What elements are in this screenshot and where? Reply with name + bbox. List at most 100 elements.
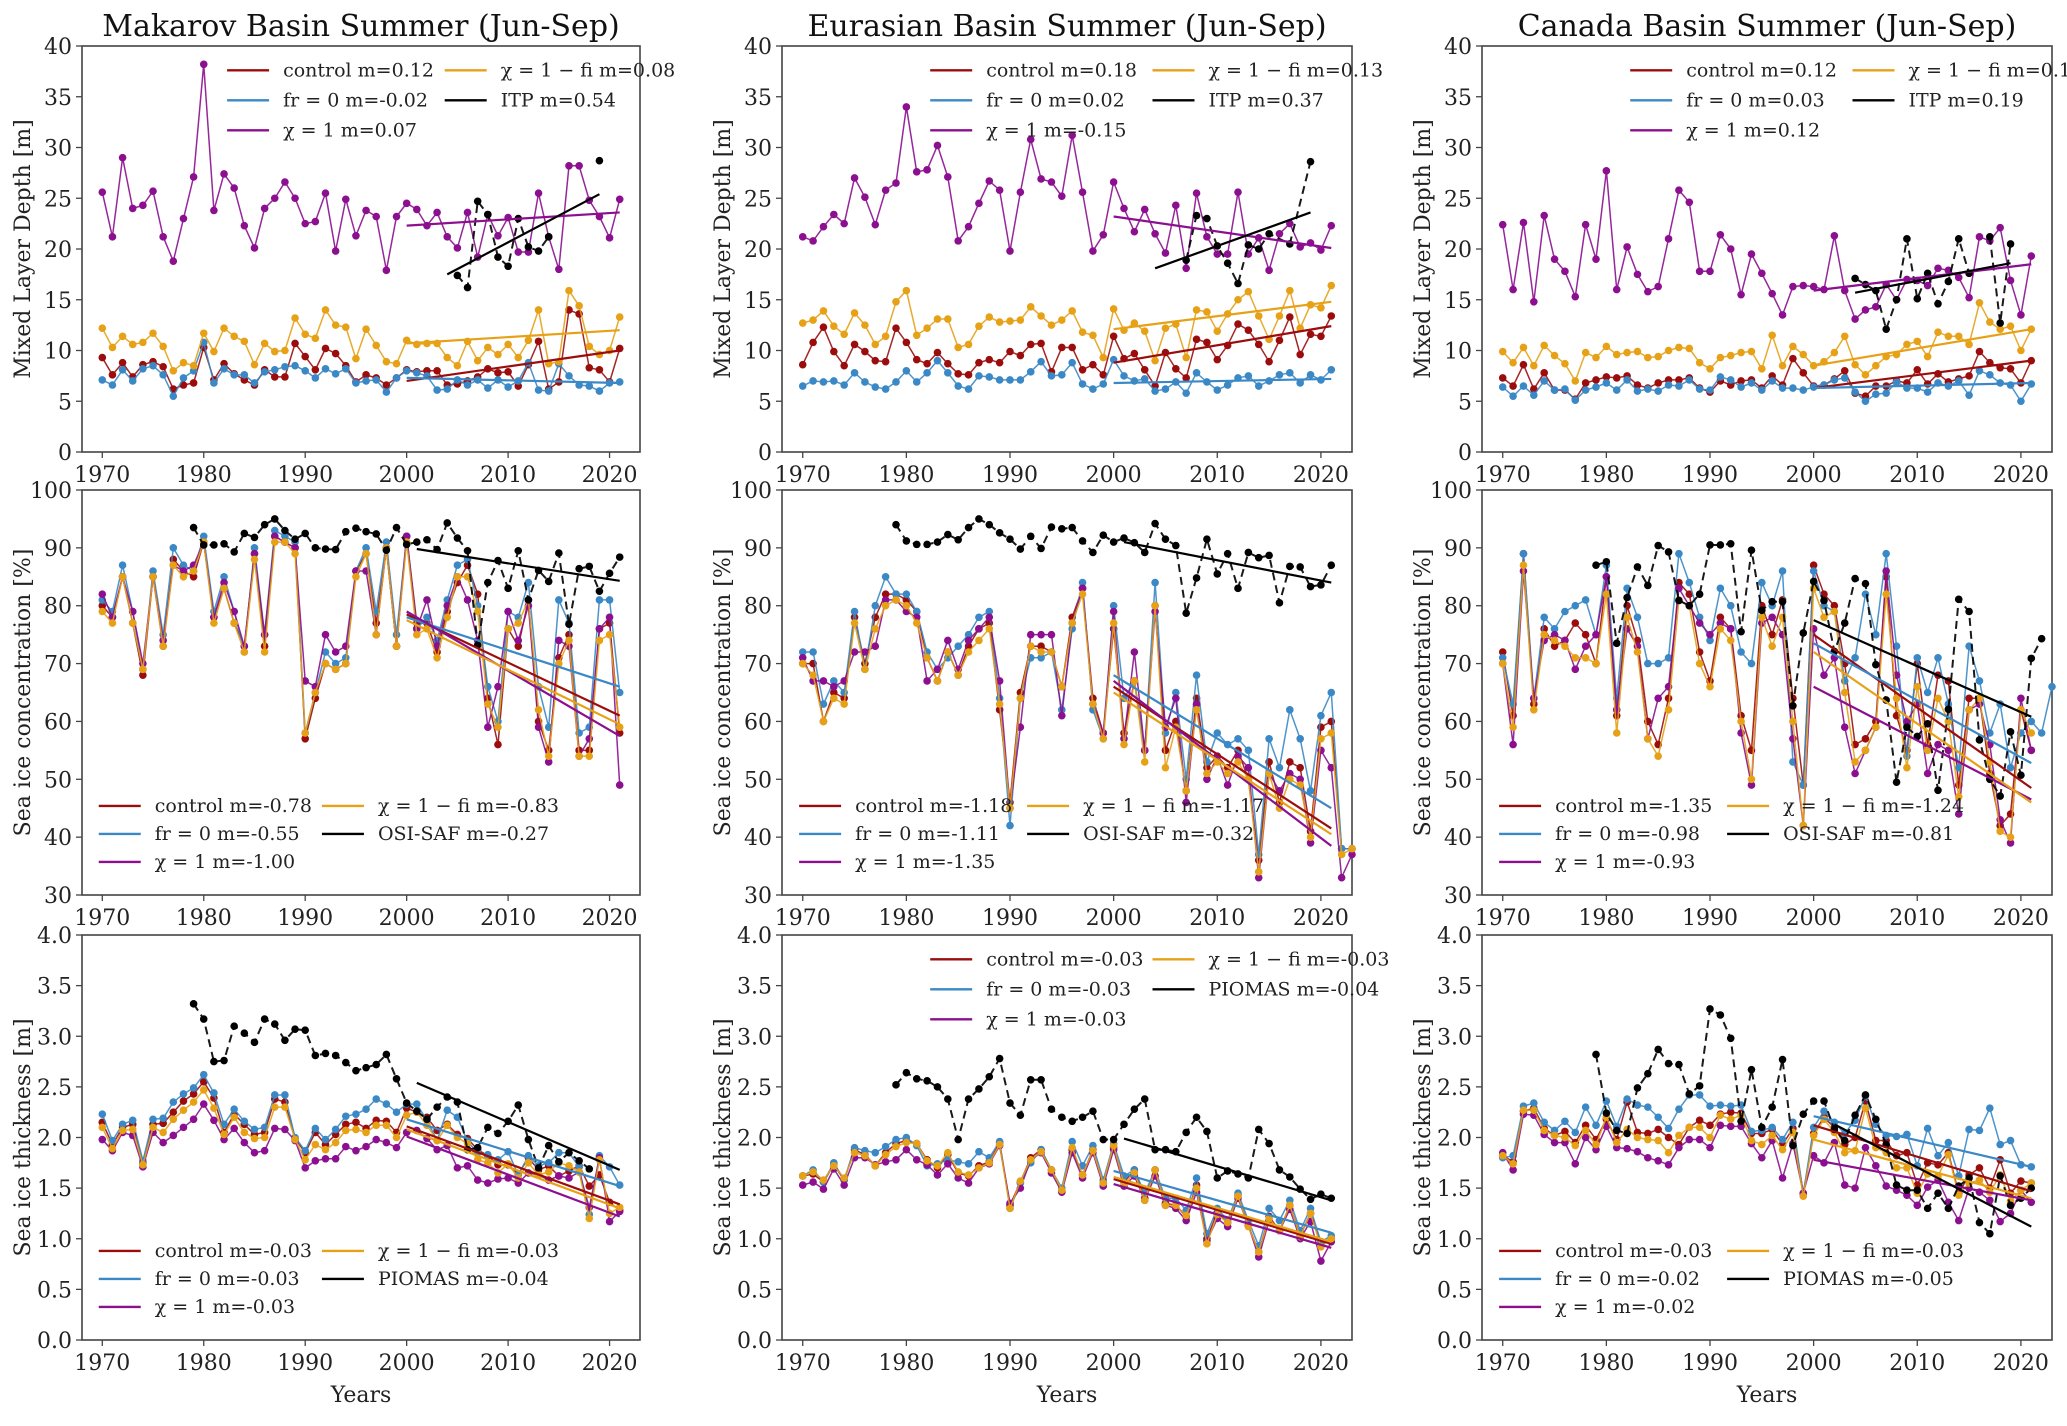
y-tick-label: 4.0 xyxy=(737,924,772,949)
data-point-fr0 xyxy=(1016,376,1025,384)
data-point-chi1fi xyxy=(1561,1133,1569,1142)
series-fr0 xyxy=(1498,549,2056,789)
data-point-fr0 xyxy=(1571,1128,1580,1137)
data-point-chi1fi xyxy=(199,329,208,338)
data-point-obs xyxy=(463,546,472,555)
data-point-chi1 xyxy=(1337,873,1346,882)
data-point-obs xyxy=(1099,531,1108,539)
data-point-chi1fi xyxy=(2017,346,2025,355)
data-point-chi1fi xyxy=(615,313,624,321)
data-point-control xyxy=(1182,374,1190,382)
data-point-fr0 xyxy=(291,361,299,370)
data-point-chi1 xyxy=(615,195,624,204)
data-point-chi1fi xyxy=(902,601,911,610)
x-tick-label: 1990 xyxy=(1682,906,1738,931)
data-point-obs xyxy=(473,1143,482,1152)
data-point-fr0 xyxy=(1540,377,1548,385)
data-point-chi1fi xyxy=(1903,763,1911,772)
data-point-chi1fi xyxy=(1099,734,1108,743)
data-point-chi1fi xyxy=(933,677,942,685)
data-point-chi1fi xyxy=(954,1168,962,1176)
data-point-obs xyxy=(1306,1195,1315,1204)
data-point-chi1fi xyxy=(1799,350,1808,359)
data-point-obs xyxy=(1799,629,1808,637)
data-point-chi1fi xyxy=(240,648,249,656)
data-point-fr0 xyxy=(809,377,817,385)
data-point-obs xyxy=(615,553,624,561)
data-point-obs xyxy=(1758,606,1766,615)
data-point-chi1fi xyxy=(484,343,492,352)
y-tick-label: 20 xyxy=(44,238,72,263)
data-point-control xyxy=(1975,1164,1984,1172)
data-point-chi1fi xyxy=(819,717,828,726)
data-point-fr0 xyxy=(1664,653,1673,662)
data-point-chi1fi xyxy=(819,307,828,315)
data-point-chi1 xyxy=(555,265,563,274)
data-point-chi1fi xyxy=(291,549,299,558)
y-axis-label: Sea ice concentration [%] xyxy=(11,549,36,837)
data-point-chi1fi xyxy=(881,1150,890,1159)
data-point-chi1 xyxy=(1965,293,1973,302)
y-tick-label: 15 xyxy=(44,289,72,314)
data-point-chi1 xyxy=(1109,607,1118,616)
data-point-chi1fi xyxy=(1550,636,1559,645)
data-point-chi1fi xyxy=(514,619,523,627)
data-point-chi1 xyxy=(98,1135,107,1144)
data-point-chi1 xyxy=(1623,243,1631,251)
data-point-chi1fi xyxy=(1685,344,1694,353)
data-point-chi1fi xyxy=(260,648,269,656)
data-point-obs xyxy=(1203,535,1211,543)
legend-label-chi1fi: χ = 1 − fi m=-0.03 xyxy=(378,1240,559,1262)
x-tick-label: 2010 xyxy=(1189,463,1245,488)
data-point-chi1 xyxy=(985,177,994,185)
y-tick-label: 0.0 xyxy=(37,1329,72,1354)
data-point-chi1fi xyxy=(1306,1209,1315,1218)
data-point-chi1fi xyxy=(169,367,178,375)
data-point-chi1fi xyxy=(1954,332,1963,341)
data-point-fr0 xyxy=(1109,601,1118,610)
data-point-fr0 xyxy=(1540,1118,1548,1127)
legend-label-fr0: fr = 0 m=-0.02 xyxy=(1555,1268,1700,1290)
data-point-chi1 xyxy=(1820,671,1828,679)
data-point-chi1 xyxy=(1695,1135,1704,1144)
data-point-fr0 xyxy=(1530,391,1538,399)
data-point-obs xyxy=(605,569,614,578)
data-point-control xyxy=(1296,350,1304,359)
data-point-fr0 xyxy=(1954,377,1963,385)
data-point-obs xyxy=(514,1101,523,1109)
data-point-fr0 xyxy=(1975,367,1984,375)
data-point-obs xyxy=(453,271,462,280)
data-point-obs xyxy=(1234,584,1242,593)
data-point-fr0 xyxy=(1934,653,1942,662)
data-point-chi1 xyxy=(1685,1135,1694,1144)
data-point-chi1fi xyxy=(1509,358,1517,367)
data-point-obs xyxy=(1633,1084,1642,1092)
data-point-fr0 xyxy=(892,378,900,386)
data-point-chi1fi xyxy=(108,343,117,352)
series-fr0 xyxy=(98,1070,624,1219)
data-point-fr0 xyxy=(1965,391,1973,399)
data-point-fr0 xyxy=(2048,682,2056,691)
data-point-chi1fi xyxy=(149,1123,157,1132)
data-point-chi1 xyxy=(1026,630,1035,639)
data-point-obs xyxy=(565,1148,573,1157)
data-point-control xyxy=(1286,313,1294,321)
y-tick-label: 15 xyxy=(1444,289,1472,314)
data-point-obs xyxy=(341,1058,350,1067)
legend-label-chi1: χ = 1 m=-1.35 xyxy=(855,851,995,873)
data-point-obs xyxy=(1192,211,1201,220)
data-point-obs xyxy=(1654,541,1662,550)
data-point-obs xyxy=(1068,1117,1076,1126)
data-point-chi1fi xyxy=(514,353,523,362)
legend-label-chi1: χ = 1 m=-1.00 xyxy=(155,851,295,873)
data-point-chi1 xyxy=(1706,630,1714,639)
data-point-obs xyxy=(544,233,553,241)
trend-line-obs xyxy=(1854,262,2011,294)
data-point-fr0 xyxy=(1799,386,1808,394)
data-point-chi1fi xyxy=(1078,328,1087,337)
data-point-chi1 xyxy=(159,1138,167,1147)
data-point-fr0 xyxy=(443,1106,452,1114)
data-point-fr0 xyxy=(1644,385,1652,393)
data-point-chi1fi xyxy=(585,342,594,351)
